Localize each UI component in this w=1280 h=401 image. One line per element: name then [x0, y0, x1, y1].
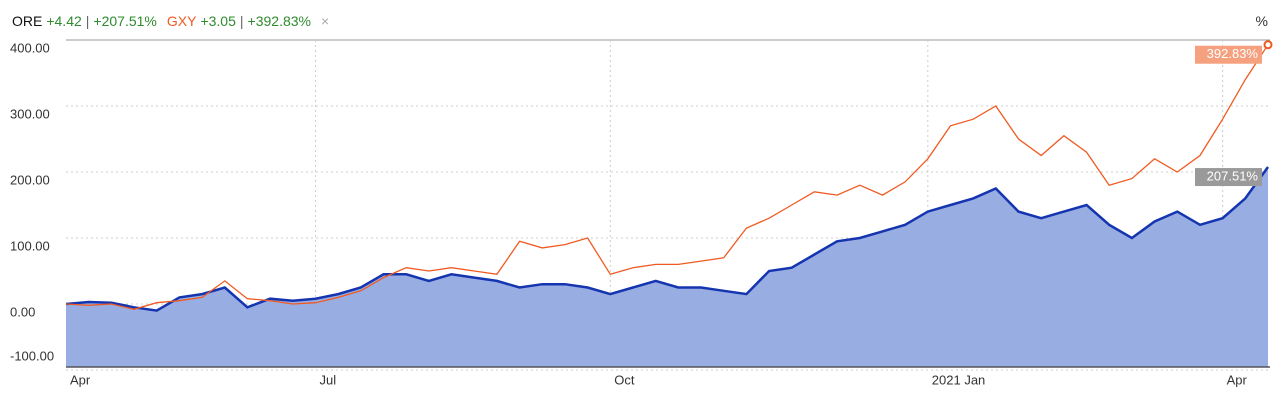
legend: ORE +4.42 | +207.51% GXY +3.05 | +392.83% ×	[12, 13, 329, 29]
x-tick-label: Jul	[319, 372, 336, 387]
line	[65, 44, 1269, 310]
close-icon[interactable]: ×	[320, 13, 330, 29]
legend-change: +4.42	[46, 13, 82, 29]
legend-change-pct: +207.51%	[93, 13, 157, 29]
legend-separator: |	[239, 13, 244, 29]
y-tick-label: 0.00	[10, 304, 35, 319]
end-marker	[1263, 40, 1273, 50]
value-label: 207.51%	[1207, 168, 1259, 183]
legend-name: GXY	[166, 13, 197, 29]
legend-separator: |	[85, 13, 90, 29]
value-label: 392.83%	[1207, 46, 1259, 61]
value-label-box	[1195, 45, 1262, 64]
y-tick-label: 300.00	[10, 106, 50, 121]
y-unit: %	[1255, 13, 1268, 29]
legend-change: +3.05	[200, 13, 236, 29]
y-tick-label: 400.00	[10, 40, 50, 55]
value-label-box	[1195, 168, 1262, 187]
x-tick-label: 2021 Jan	[932, 372, 986, 387]
y-tick-label: -100.00	[10, 348, 54, 363]
y-tick-label: 100.00	[10, 238, 50, 253]
area	[66, 167, 1268, 367]
x-tick-label: Apr	[70, 372, 91, 387]
x-tick-label: Oct	[614, 372, 635, 387]
x-tick-label: Apr	[1227, 372, 1248, 387]
legend-name: ORE	[12, 13, 43, 29]
y-tick-label: 200.00	[10, 172, 50, 187]
legend-change-pct: +392.83%	[247, 13, 311, 29]
